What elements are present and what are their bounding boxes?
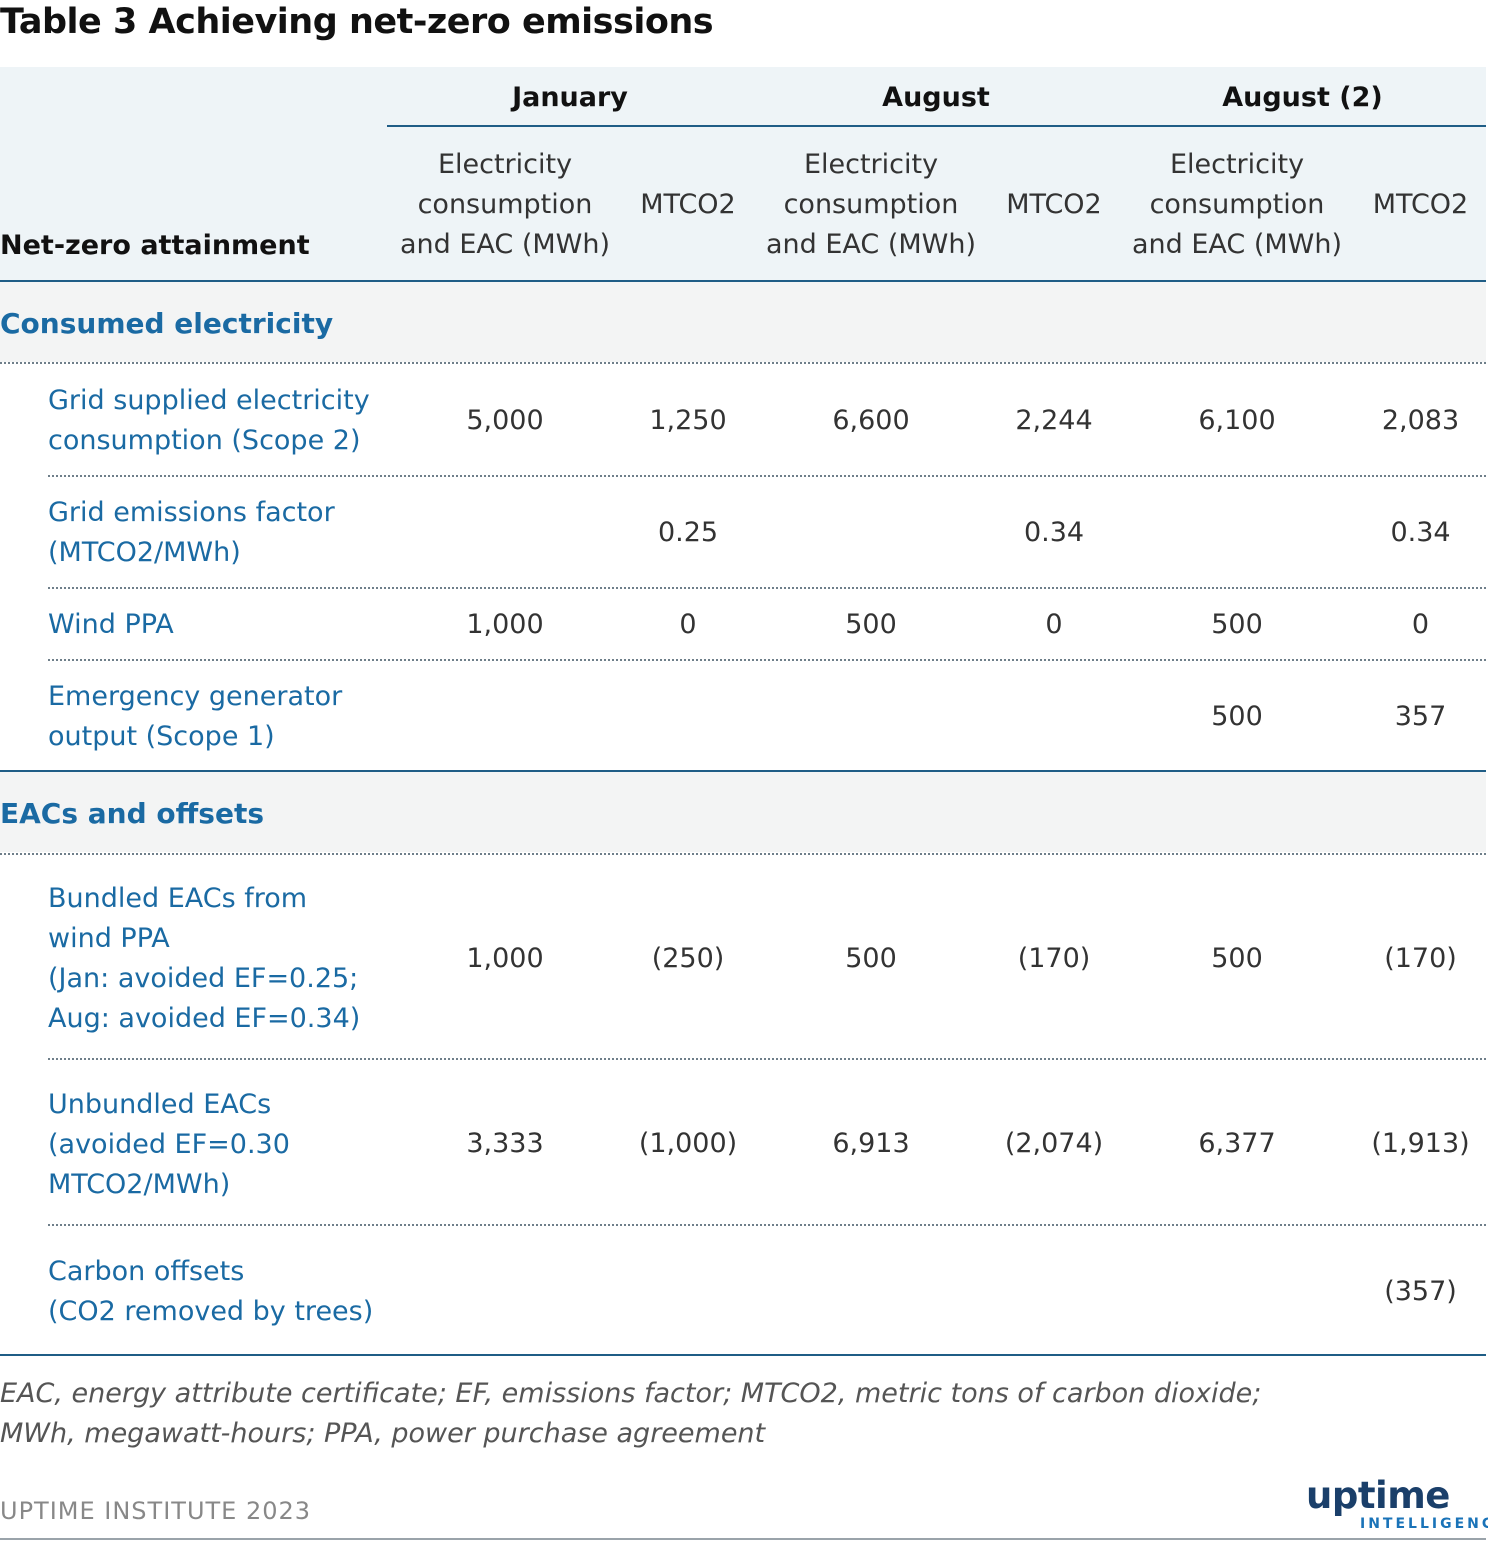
table-cell: 1,250 xyxy=(649,405,727,436)
section-title-eacs-and-offsets: EACs and offsets xyxy=(0,797,265,830)
table-cell xyxy=(387,513,623,553)
table-cell: 500 xyxy=(845,609,897,640)
table-cell: 6,100 xyxy=(1198,405,1276,436)
header-rule xyxy=(0,280,1486,282)
section-title-consumed-electricity: Consumed electricity xyxy=(0,307,334,340)
table-cell xyxy=(623,1272,753,1312)
row-divider xyxy=(48,1224,1486,1226)
table-cell: (170) xyxy=(1017,943,1091,974)
row-divider xyxy=(48,1058,1486,1060)
row-divider xyxy=(48,659,1486,661)
column-header-electricity: Electricity consumption and EAC (MWh) xyxy=(765,149,977,260)
column-header-mtco2: MTCO2 xyxy=(1372,189,1469,220)
section-rule xyxy=(0,770,1486,772)
table-cell: 0.34 xyxy=(1390,517,1451,548)
column-header-mtco2: MTCO2 xyxy=(1006,189,1102,220)
row-divider xyxy=(48,475,1486,477)
table-cell: 500 xyxy=(1211,609,1263,640)
source-credit: UPTIME INSTITUTE 2023 xyxy=(0,1497,312,1525)
table-cell: 0 xyxy=(1411,609,1430,640)
section-band xyxy=(0,772,1486,852)
table-cell: (2,074) xyxy=(1004,1128,1104,1159)
row-divider xyxy=(0,362,1486,364)
table-cell xyxy=(753,697,989,737)
row-label: Wind PPA xyxy=(48,609,174,640)
table-cell: 2,083 xyxy=(1381,405,1460,436)
row-label: Grid supplied electricity consumption (S… xyxy=(48,385,370,456)
table-cell: (170) xyxy=(1384,943,1457,974)
table-cell: 1,000 xyxy=(466,609,544,640)
table-cell: 3,333 xyxy=(466,1128,544,1159)
column-group-january: January xyxy=(512,82,628,113)
table-cell xyxy=(989,697,1119,737)
table-cell: 6,377 xyxy=(1198,1128,1276,1159)
row-label: Bundled EACs from wind PPA (Jan: avoided… xyxy=(48,883,361,1034)
row-label: Emergency generator output (Scope 1) xyxy=(48,681,343,752)
table-cell xyxy=(989,1272,1119,1312)
uptime-logo-subtitle: INTELLIGENCE xyxy=(1360,1516,1488,1532)
table-cell: 0 xyxy=(679,609,697,640)
bottom-rule xyxy=(0,1538,1486,1540)
table-cell: 500 xyxy=(845,943,897,974)
column-header-electricity: Electricity consumption and EAC (MWh) xyxy=(1131,149,1343,260)
table-cell: 1,000 xyxy=(466,943,544,974)
table-cell: 6,913 xyxy=(832,1128,910,1159)
table-cell: 500 xyxy=(1211,943,1263,974)
table-cell: 0.34 xyxy=(1023,517,1085,548)
footnote: EAC, energy attribute certificate; EF, e… xyxy=(0,1378,1262,1449)
table-cell: 0.25 xyxy=(657,517,719,548)
table-cell: (250) xyxy=(651,943,725,974)
column-header-mtco2: MTCO2 xyxy=(640,189,736,220)
table-cell: 2,244 xyxy=(1015,405,1093,436)
table-cell xyxy=(623,697,753,737)
row-header-label: Net-zero attainment xyxy=(0,230,310,261)
table-cell: 0 xyxy=(1045,609,1063,640)
row-label: Unbundled EACs (avoided EF=0.30 MTCO2/MW… xyxy=(48,1089,290,1200)
section-band xyxy=(0,282,1486,362)
page-title: Table 3 Achieving net-zero emissions xyxy=(0,2,714,42)
table-cell: (357) xyxy=(1384,1276,1457,1307)
table-cell: 5,000 xyxy=(466,405,544,436)
table-cell: (1,913) xyxy=(1371,1128,1470,1159)
column-group-august-2: August (2) xyxy=(1222,82,1383,113)
table-cell xyxy=(753,513,989,553)
table-cell xyxy=(753,1272,989,1312)
table-cell: 357 xyxy=(1394,701,1447,732)
table-cell: 500 xyxy=(1211,701,1263,732)
column-header-electricity: Electricity consumption and EAC (MWh) xyxy=(399,149,611,260)
table-bottom-rule xyxy=(0,1354,1486,1356)
table-header xyxy=(0,67,1486,280)
row-label: Grid emissions factor (MTCO2/MWh) xyxy=(48,497,335,568)
column-group-august: August xyxy=(882,82,990,113)
group-divider xyxy=(387,125,1486,127)
uptime-logo: uptime xyxy=(1306,1474,1450,1517)
row-divider xyxy=(48,587,1486,589)
table-cell xyxy=(387,1272,623,1312)
table-cell xyxy=(387,697,623,737)
table-cell xyxy=(1119,1272,1355,1312)
table-cell xyxy=(1119,513,1355,553)
row-divider xyxy=(0,853,1486,855)
table-cell: (1,000) xyxy=(638,1128,738,1159)
table-cell: 6,600 xyxy=(832,405,910,436)
row-label: Carbon offsets (CO2 removed by trees) xyxy=(48,1256,374,1327)
